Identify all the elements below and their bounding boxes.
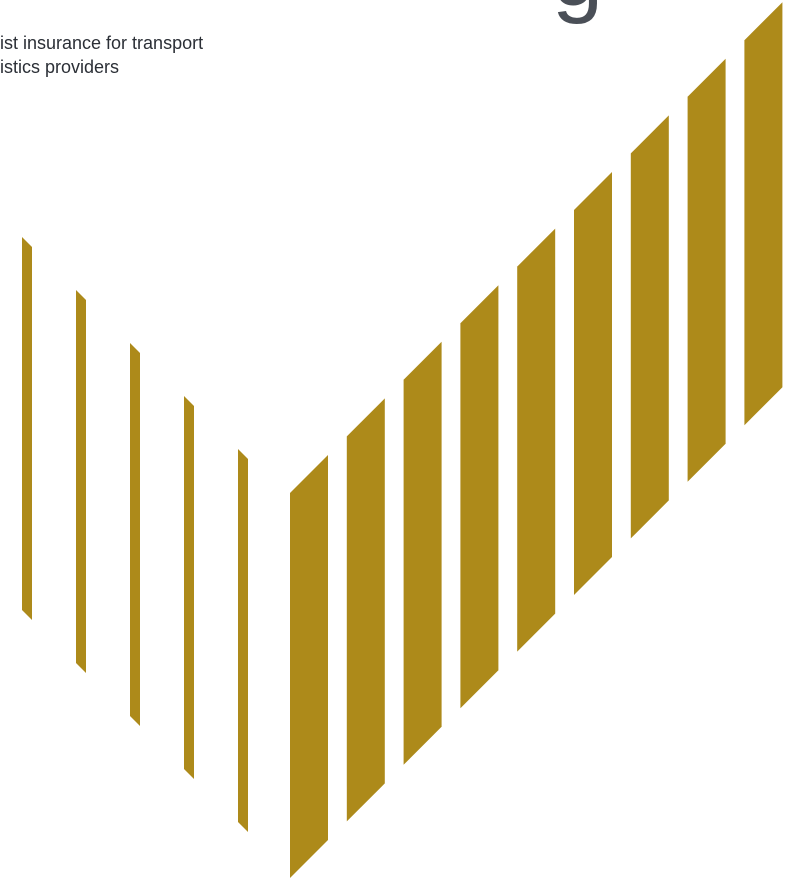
- stripe: [744, 2, 783, 426]
- heading: g: [552, 0, 603, 20]
- stripe: [346, 398, 385, 822]
- stripe: [22, 237, 32, 620]
- stripe: [574, 172, 612, 595]
- stripe: [403, 341, 442, 765]
- stripe: [460, 285, 499, 709]
- stripe: [687, 58, 726, 482]
- subtitle-line: istics providers: [0, 57, 120, 77]
- stripe: [130, 343, 140, 726]
- stripe: [630, 115, 669, 539]
- subtitle: ist insurance for transport istics provi…: [0, 31, 203, 79]
- stripe: [290, 455, 328, 878]
- stripe: [76, 290, 86, 673]
- subtitle-line: ist insurance for transport: [0, 33, 204, 53]
- stripe: [184, 396, 194, 779]
- stripe: [517, 228, 556, 652]
- stripe: [238, 449, 248, 832]
